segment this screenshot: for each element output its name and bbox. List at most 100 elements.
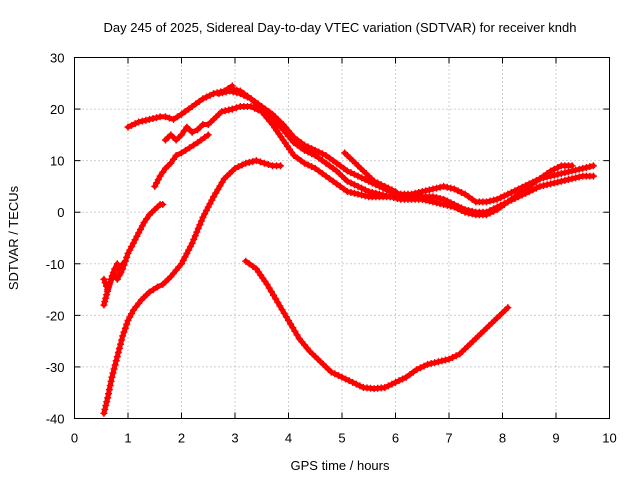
data-point — [140, 219, 148, 227]
x-tick-label: 6 — [392, 431, 399, 446]
data-point — [249, 262, 257, 270]
y-tick-label: 20 — [50, 102, 64, 117]
data-point — [372, 189, 380, 197]
data-point — [180, 127, 188, 135]
data-point — [468, 207, 476, 215]
data-point — [181, 108, 189, 116]
data-point — [311, 151, 319, 159]
data-point — [347, 169, 355, 177]
data-point — [124, 123, 132, 131]
series-line — [243, 258, 511, 392]
data-point — [172, 151, 180, 159]
data-point — [226, 87, 234, 95]
data-point — [388, 186, 396, 194]
data-point — [518, 191, 526, 199]
data-point — [142, 116, 150, 124]
data-point — [212, 189, 220, 197]
data-point — [440, 195, 448, 203]
data-point — [354, 182, 362, 190]
data-point — [358, 174, 366, 182]
plot-frame — [74, 57, 610, 419]
data-point — [361, 176, 369, 184]
data-point — [135, 118, 143, 126]
data-point — [511, 194, 519, 202]
x-tick-label: 2 — [178, 431, 185, 446]
data-point — [123, 253, 131, 261]
data-point — [361, 192, 369, 200]
data-point — [575, 165, 583, 173]
data-point — [589, 172, 597, 180]
data-point — [326, 175, 334, 183]
data-point — [101, 405, 109, 413]
data-point — [194, 224, 202, 232]
data-point — [529, 186, 537, 194]
data-point — [282, 313, 290, 321]
data-point — [188, 128, 196, 136]
data-point — [100, 275, 108, 283]
data-point — [465, 206, 473, 214]
data-point — [547, 180, 555, 188]
data-point — [214, 186, 222, 194]
data-point — [433, 194, 441, 202]
x-tick-label: 3 — [231, 431, 238, 446]
data-point — [318, 157, 326, 165]
data-point — [379, 191, 387, 199]
data-point — [550, 165, 558, 173]
data-point — [264, 161, 272, 169]
data-point — [327, 368, 335, 376]
data-point — [308, 163, 316, 171]
data-point — [422, 187, 430, 195]
data-point — [336, 162, 344, 170]
data-point — [112, 357, 120, 365]
data-point — [201, 133, 209, 141]
data-point — [308, 150, 316, 158]
data-point — [500, 192, 508, 200]
data-point — [191, 232, 199, 240]
data-point — [497, 194, 505, 202]
series-track-11 — [242, 257, 512, 393]
data-point — [222, 88, 230, 96]
data-point — [290, 151, 298, 159]
series-track-2 — [100, 200, 167, 309]
data-point — [340, 185, 348, 193]
data-point — [270, 291, 278, 299]
data-point — [579, 164, 587, 172]
series-track-4 — [151, 131, 212, 190]
data-point — [247, 102, 255, 110]
data-point — [304, 148, 312, 156]
data-point — [118, 336, 126, 344]
data-point — [572, 174, 580, 182]
data-point — [454, 187, 462, 195]
data-point — [543, 181, 551, 189]
data-point — [358, 191, 366, 199]
data-point — [188, 239, 196, 247]
data-point — [447, 184, 455, 192]
data-point — [210, 193, 218, 201]
data-point — [107, 377, 115, 385]
data-point — [287, 320, 295, 328]
data-point — [345, 377, 353, 385]
data-point — [511, 187, 519, 195]
data-point — [153, 114, 161, 122]
data-point — [522, 189, 530, 197]
data-point — [178, 131, 185, 139]
data-point — [100, 409, 108, 417]
data-point — [215, 90, 223, 98]
data-point — [540, 174, 548, 182]
data-point — [504, 304, 512, 312]
data-point — [564, 168, 572, 176]
data-point — [105, 390, 113, 398]
data-point — [438, 357, 446, 365]
data-point — [413, 366, 421, 374]
data-point — [441, 356, 449, 364]
data-point — [392, 188, 399, 196]
data-point — [550, 171, 558, 179]
data-point — [377, 181, 385, 189]
data-point — [113, 353, 121, 361]
data-point — [350, 170, 358, 178]
data-point — [278, 306, 286, 314]
data-point — [384, 382, 392, 390]
data-point — [550, 179, 558, 187]
data-point — [232, 104, 240, 112]
data-point — [274, 298, 282, 306]
